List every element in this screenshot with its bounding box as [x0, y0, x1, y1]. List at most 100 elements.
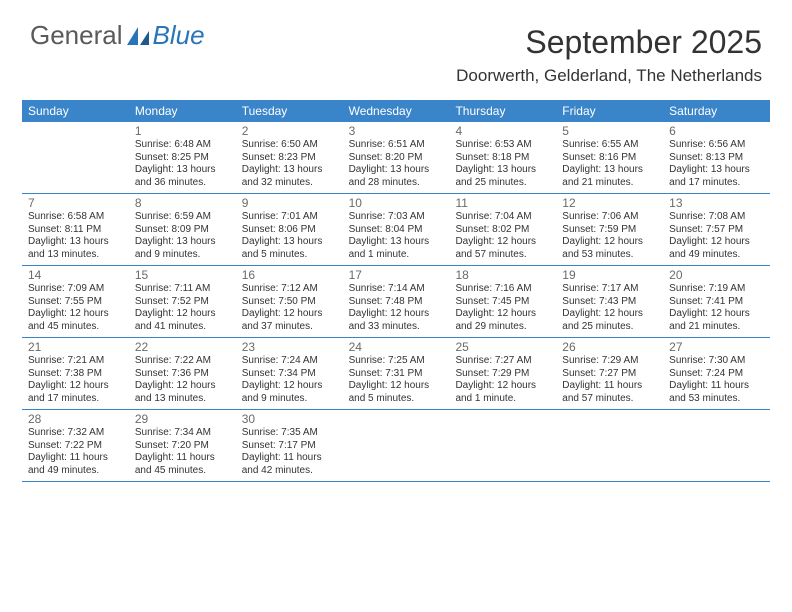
daylight-text: Daylight: 11 hours and 49 minutes. — [28, 452, 123, 477]
sunrise-text: Sunrise: 7:14 AM — [349, 283, 444, 296]
sunset-text: Sunset: 7:29 PM — [455, 368, 550, 381]
calendar-day-cell — [449, 410, 556, 481]
calendar-week-row: 1Sunrise: 6:48 AMSunset: 8:25 PMDaylight… — [22, 122, 770, 194]
day-number: 30 — [242, 412, 337, 426]
daylight-text: Daylight: 13 hours and 17 minutes. — [669, 164, 764, 189]
sunrise-text: Sunrise: 7:22 AM — [135, 355, 230, 368]
daylight-text: Daylight: 12 hours and 29 minutes. — [455, 308, 550, 333]
day-number: 16 — [242, 268, 337, 282]
daylight-text: Daylight: 13 hours and 9 minutes. — [135, 236, 230, 261]
sunset-text: Sunset: 7:27 PM — [562, 368, 657, 381]
sunset-text: Sunset: 8:25 PM — [135, 152, 230, 165]
daylight-text: Daylight: 13 hours and 5 minutes. — [242, 236, 337, 261]
daylight-text: Daylight: 12 hours and 41 minutes. — [135, 308, 230, 333]
daylight-text: Daylight: 12 hours and 37 minutes. — [242, 308, 337, 333]
daylight-text: Daylight: 12 hours and 45 minutes. — [28, 308, 123, 333]
day-number: 10 — [349, 196, 444, 210]
calendar-day-cell: 10Sunrise: 7:03 AMSunset: 8:04 PMDayligh… — [343, 194, 450, 265]
day-number: 13 — [669, 196, 764, 210]
day-number: 19 — [562, 268, 657, 282]
day-header-cell: Sunday — [22, 100, 129, 122]
daylight-text: Daylight: 12 hours and 1 minute. — [455, 380, 550, 405]
daylight-text: Daylight: 11 hours and 42 minutes. — [242, 452, 337, 477]
day-number: 22 — [135, 340, 230, 354]
day-number: 28 — [28, 412, 123, 426]
sunrise-text: Sunrise: 7:19 AM — [669, 283, 764, 296]
sunrise-text: Sunrise: 7:32 AM — [28, 427, 123, 440]
sunrise-text: Sunrise: 6:58 AM — [28, 211, 123, 224]
calendar-day-cell — [556, 410, 663, 481]
daylight-text: Daylight: 13 hours and 1 minute. — [349, 236, 444, 261]
daylight-text: Daylight: 12 hours and 21 minutes. — [669, 308, 764, 333]
calendar-day-cell: 12Sunrise: 7:06 AMSunset: 7:59 PMDayligh… — [556, 194, 663, 265]
day-header-cell: Wednesday — [343, 100, 450, 122]
day-header-cell: Monday — [129, 100, 236, 122]
calendar-day-cell: 8Sunrise: 6:59 AMSunset: 8:09 PMDaylight… — [129, 194, 236, 265]
sunset-text: Sunset: 7:38 PM — [28, 368, 123, 381]
daylight-text: Daylight: 12 hours and 13 minutes. — [135, 380, 230, 405]
calendar-day-cell: 5Sunrise: 6:55 AMSunset: 8:16 PMDaylight… — [556, 122, 663, 193]
sunset-text: Sunset: 8:11 PM — [28, 224, 123, 237]
sunrise-text: Sunrise: 7:29 AM — [562, 355, 657, 368]
calendar: SundayMondayTuesdayWednesdayThursdayFrid… — [22, 100, 770, 482]
day-number: 3 — [349, 124, 444, 138]
calendar-day-cell: 23Sunrise: 7:24 AMSunset: 7:34 PMDayligh… — [236, 338, 343, 409]
day-number: 8 — [135, 196, 230, 210]
daylight-text: Daylight: 11 hours and 53 minutes. — [669, 380, 764, 405]
sunset-text: Sunset: 8:04 PM — [349, 224, 444, 237]
sunrise-text: Sunrise: 7:12 AM — [242, 283, 337, 296]
daylight-text: Daylight: 12 hours and 49 minutes. — [669, 236, 764, 261]
sunset-text: Sunset: 7:41 PM — [669, 296, 764, 309]
sunset-text: Sunset: 7:20 PM — [135, 440, 230, 453]
calendar-day-cell: 16Sunrise: 7:12 AMSunset: 7:50 PMDayligh… — [236, 266, 343, 337]
day-number: 15 — [135, 268, 230, 282]
daylight-text: Daylight: 12 hours and 33 minutes. — [349, 308, 444, 333]
calendar-day-cell: 19Sunrise: 7:17 AMSunset: 7:43 PMDayligh… — [556, 266, 663, 337]
day-number: 18 — [455, 268, 550, 282]
calendar-day-cell: 25Sunrise: 7:27 AMSunset: 7:29 PMDayligh… — [449, 338, 556, 409]
calendar-day-cell: 3Sunrise: 6:51 AMSunset: 8:20 PMDaylight… — [343, 122, 450, 193]
calendar-day-cell: 2Sunrise: 6:50 AMSunset: 8:23 PMDaylight… — [236, 122, 343, 193]
sunrise-text: Sunrise: 6:51 AM — [349, 139, 444, 152]
page-title: September 2025 — [525, 24, 762, 61]
day-number: 12 — [562, 196, 657, 210]
sunset-text: Sunset: 8:06 PM — [242, 224, 337, 237]
daylight-text: Daylight: 12 hours and 5 minutes. — [349, 380, 444, 405]
daylight-text: Daylight: 13 hours and 28 minutes. — [349, 164, 444, 189]
calendar-day-cell: 17Sunrise: 7:14 AMSunset: 7:48 PMDayligh… — [343, 266, 450, 337]
daylight-text: Daylight: 11 hours and 45 minutes. — [135, 452, 230, 477]
sunset-text: Sunset: 7:43 PM — [562, 296, 657, 309]
sunrise-text: Sunrise: 6:48 AM — [135, 139, 230, 152]
sunrise-text: Sunrise: 6:53 AM — [455, 139, 550, 152]
calendar-day-cell: 30Sunrise: 7:35 AMSunset: 7:17 PMDayligh… — [236, 410, 343, 481]
sunset-text: Sunset: 7:50 PM — [242, 296, 337, 309]
sunrise-text: Sunrise: 7:11 AM — [135, 283, 230, 296]
calendar-day-cell: 7Sunrise: 6:58 AMSunset: 8:11 PMDaylight… — [22, 194, 129, 265]
day-number: 4 — [455, 124, 550, 138]
calendar-day-cell: 1Sunrise: 6:48 AMSunset: 8:25 PMDaylight… — [129, 122, 236, 193]
calendar-day-cell: 11Sunrise: 7:04 AMSunset: 8:02 PMDayligh… — [449, 194, 556, 265]
daylight-text: Daylight: 13 hours and 25 minutes. — [455, 164, 550, 189]
calendar-day-cell — [663, 410, 770, 481]
sunrise-text: Sunrise: 6:50 AM — [242, 139, 337, 152]
sunset-text: Sunset: 7:22 PM — [28, 440, 123, 453]
calendar-day-cell — [22, 122, 129, 193]
calendar-day-cell: 29Sunrise: 7:34 AMSunset: 7:20 PMDayligh… — [129, 410, 236, 481]
sunrise-text: Sunrise: 7:06 AM — [562, 211, 657, 224]
daylight-text: Daylight: 11 hours and 57 minutes. — [562, 380, 657, 405]
calendar-day-cell: 4Sunrise: 6:53 AMSunset: 8:18 PMDaylight… — [449, 122, 556, 193]
day-number: 26 — [562, 340, 657, 354]
daylight-text: Daylight: 12 hours and 53 minutes. — [562, 236, 657, 261]
logo-text-blue: Blue — [153, 20, 205, 51]
sunrise-text: Sunrise: 7:16 AM — [455, 283, 550, 296]
sunset-text: Sunset: 8:16 PM — [562, 152, 657, 165]
day-number: 7 — [28, 196, 123, 210]
sunset-text: Sunset: 8:02 PM — [455, 224, 550, 237]
day-number: 14 — [28, 268, 123, 282]
sunrise-text: Sunrise: 7:34 AM — [135, 427, 230, 440]
sunset-text: Sunset: 7:17 PM — [242, 440, 337, 453]
calendar-week-row: 14Sunrise: 7:09 AMSunset: 7:55 PMDayligh… — [22, 266, 770, 338]
calendar-day-cell: 21Sunrise: 7:21 AMSunset: 7:38 PMDayligh… — [22, 338, 129, 409]
calendar-day-cell: 14Sunrise: 7:09 AMSunset: 7:55 PMDayligh… — [22, 266, 129, 337]
daylight-text: Daylight: 13 hours and 13 minutes. — [28, 236, 123, 261]
